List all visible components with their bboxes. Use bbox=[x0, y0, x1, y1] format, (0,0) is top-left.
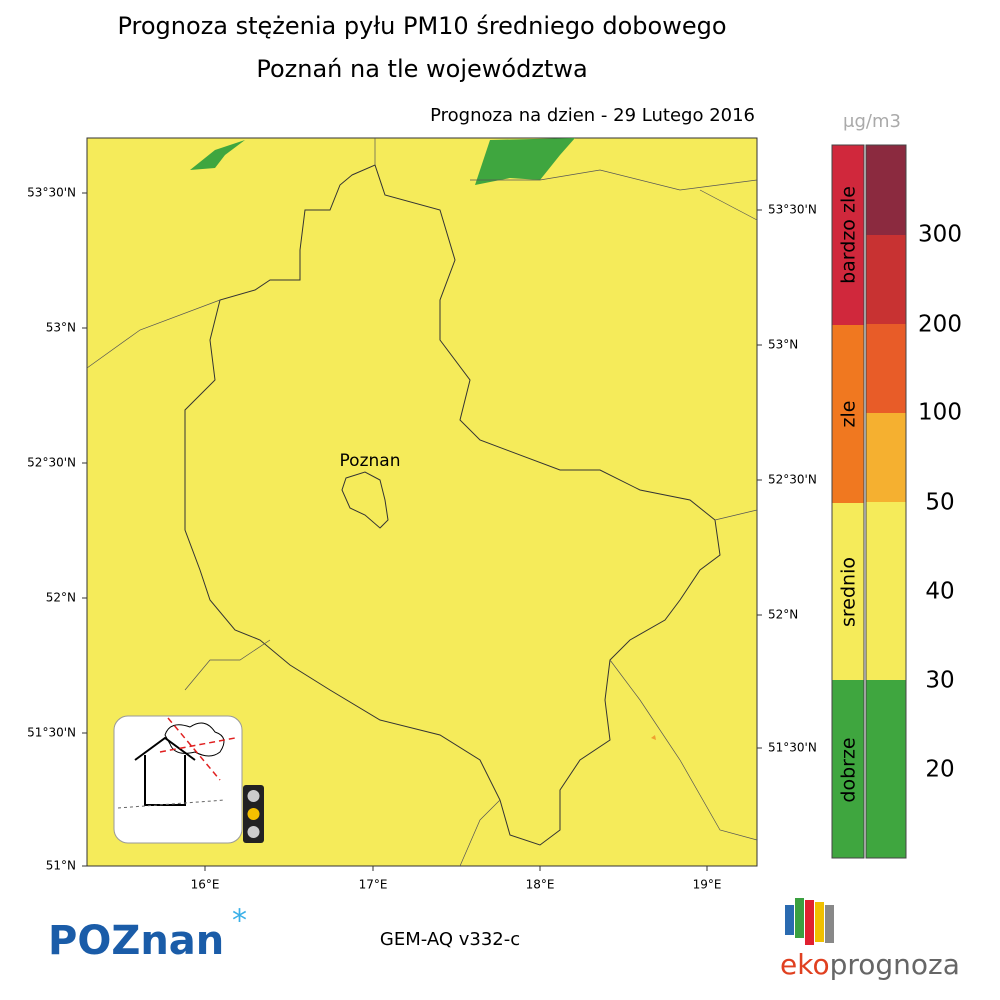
legend: μg/m3 bbox=[831, 111, 907, 859]
title: Prognoza stężenia pyłu PM10 średniego do… bbox=[117, 12, 726, 40]
date-label: Prognoza na dzien - 29 Lutego 2016 bbox=[430, 105, 755, 126]
model-label: GEM-AQ v332-c bbox=[380, 929, 520, 950]
lat-label: 53°30'N bbox=[768, 203, 817, 217]
footer: POZnan * GEM-AQ v332-c ekoprognoza bbox=[48, 898, 960, 981]
level-label: 50 bbox=[925, 490, 954, 516]
lat-label: 52°N bbox=[46, 591, 76, 605]
lon-label: 19°E bbox=[693, 878, 722, 892]
category-label: dobrze bbox=[838, 737, 860, 802]
category-label: bardzo zle bbox=[838, 186, 860, 284]
lat-label: 51°30'N bbox=[27, 726, 76, 740]
lon-label: 17°E bbox=[359, 878, 388, 892]
lat-label: 53°N bbox=[46, 321, 76, 335]
level-label: 200 bbox=[918, 312, 962, 338]
city-label: Poznan bbox=[340, 451, 401, 471]
logo-star: * bbox=[232, 904, 247, 939]
level-label: 40 bbox=[925, 579, 954, 605]
lat-label: 52°N bbox=[768, 608, 798, 622]
subtitle: Poznań na tle województwa bbox=[256, 55, 587, 83]
level-label: 30 bbox=[925, 668, 954, 694]
icon bbox=[113, 715, 264, 844]
lat-label: 52°30'N bbox=[768, 473, 817, 487]
eko-logo-bars bbox=[785, 898, 834, 945]
lat-label: 53°30'N bbox=[27, 186, 76, 200]
category-label: zle bbox=[838, 401, 860, 428]
level-label: 300 bbox=[918, 222, 962, 248]
logo-right: ekoprognoza bbox=[780, 948, 960, 981]
unit: μg/m3 bbox=[843, 111, 901, 132]
level-label: 20 bbox=[925, 757, 954, 783]
category-label: srednio bbox=[838, 557, 860, 627]
lat-label: 52°30'N bbox=[27, 456, 76, 470]
lat-label: 51°30'N bbox=[768, 741, 817, 755]
lon-label: 16°E bbox=[191, 878, 220, 892]
level-label: 100 bbox=[918, 400, 962, 426]
lat-label: 51°N bbox=[46, 859, 76, 873]
lat-label: 53°N bbox=[768, 338, 798, 352]
lon-label: 18°E bbox=[526, 878, 555, 892]
logo-left: POZnan bbox=[48, 918, 224, 964]
